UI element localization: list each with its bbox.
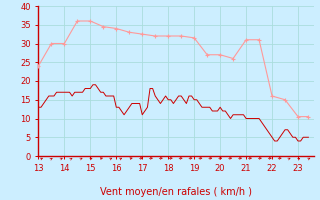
- X-axis label: Vent moyen/en rafales ( km/h ): Vent moyen/en rafales ( km/h ): [100, 187, 252, 197]
